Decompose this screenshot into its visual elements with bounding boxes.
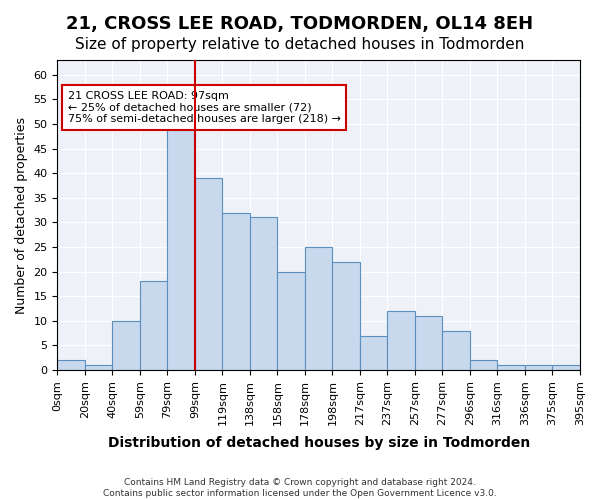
- Bar: [332, 262, 360, 370]
- Text: Contains HM Land Registry data © Crown copyright and database right 2024.
Contai: Contains HM Land Registry data © Crown c…: [103, 478, 497, 498]
- Bar: [195, 178, 223, 370]
- Text: 21 CROSS LEE ROAD: 97sqm
← 25% of detached houses are smaller (72)
75% of semi-d: 21 CROSS LEE ROAD: 97sqm ← 25% of detach…: [68, 91, 341, 124]
- Bar: [470, 360, 497, 370]
- Y-axis label: Number of detached properties: Number of detached properties: [15, 116, 28, 314]
- Bar: [112, 321, 140, 370]
- Bar: [360, 336, 388, 370]
- Bar: [250, 218, 277, 370]
- Bar: [525, 365, 553, 370]
- Bar: [305, 247, 332, 370]
- Bar: [140, 282, 167, 370]
- Bar: [553, 365, 580, 370]
- Bar: [58, 360, 85, 370]
- Bar: [497, 365, 525, 370]
- Text: Size of property relative to detached houses in Todmorden: Size of property relative to detached ho…: [76, 38, 524, 52]
- Bar: [415, 316, 442, 370]
- Bar: [388, 311, 415, 370]
- Bar: [85, 365, 112, 370]
- Bar: [223, 212, 250, 370]
- Bar: [167, 124, 195, 370]
- Text: 21, CROSS LEE ROAD, TODMORDEN, OL14 8EH: 21, CROSS LEE ROAD, TODMORDEN, OL14 8EH: [67, 15, 533, 33]
- X-axis label: Distribution of detached houses by size in Todmorden: Distribution of detached houses by size …: [107, 436, 530, 450]
- Bar: [277, 272, 305, 370]
- Bar: [442, 330, 470, 370]
